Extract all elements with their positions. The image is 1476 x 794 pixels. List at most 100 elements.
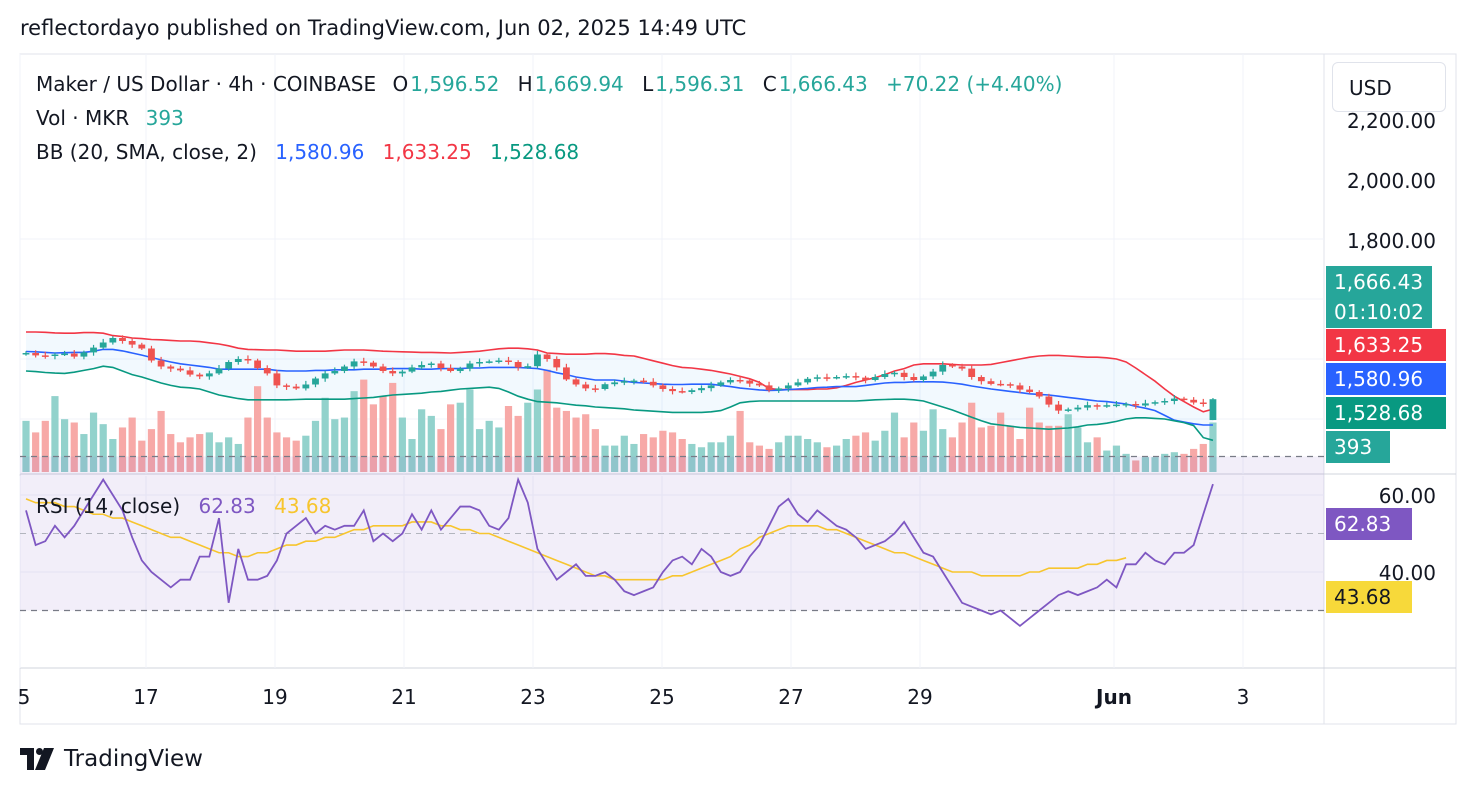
candle-body [717, 382, 725, 386]
candle-body [813, 377, 821, 379]
candle-body [891, 372, 898, 375]
candle-body [90, 347, 97, 353]
candle-body [746, 380, 754, 384]
candle-body [1084, 405, 1091, 408]
volume-bar [109, 439, 117, 472]
candle-body [398, 371, 406, 374]
volume-bar [350, 391, 358, 472]
volume-bar [1151, 457, 1159, 472]
volume-value: 393 [145, 106, 184, 130]
rsi-label[interactable]: RSI (14, close) [36, 494, 181, 518]
volume-bar [321, 397, 329, 472]
volume-bar [1141, 457, 1149, 472]
candle-body [302, 384, 310, 389]
volume-bar [852, 435, 860, 472]
tradingview-logo[interactable]: TradingView [20, 744, 203, 774]
volume-bar [408, 439, 416, 472]
volume-bar [495, 427, 503, 472]
candle-body [1064, 409, 1072, 411]
candle-body [659, 385, 667, 389]
candle-body [167, 366, 175, 369]
candle-body [505, 360, 512, 362]
price-axis-tick: 2,200.00 [1347, 109, 1436, 133]
candle-body [572, 379, 580, 385]
time-axis-label: 21 [391, 685, 416, 709]
candle-body [1055, 404, 1062, 411]
candle-body [418, 365, 426, 368]
candle-body [949, 365, 956, 367]
candle-body [109, 338, 117, 343]
low-value: 1,596.31 [655, 72, 745, 96]
candle-body [41, 355, 49, 357]
volume-bar [475, 429, 484, 472]
candle-body [80, 352, 88, 357]
volume-bar [1112, 445, 1121, 472]
volume-bar [1045, 425, 1053, 472]
volume-bar [466, 389, 474, 472]
volume-bar [746, 442, 754, 472]
volume-bar [977, 427, 985, 472]
volume-bar [1103, 450, 1111, 472]
candle-body [99, 342, 107, 348]
volume-bar [205, 432, 213, 472]
open-label: O [392, 72, 409, 96]
close-label: C [762, 72, 777, 96]
time-axis-label: 25 [649, 685, 674, 709]
currency-button[interactable]: USD [1332, 62, 1446, 112]
rsi-line [25, 476, 1214, 628]
candle-body [292, 386, 300, 389]
candle-body [794, 382, 802, 386]
candle-body [186, 370, 194, 375]
volume-bar [1199, 443, 1207, 472]
open-value: 1,596.52 [410, 72, 500, 96]
candle-body [997, 383, 1005, 386]
candle-body [939, 365, 947, 372]
volume-bar [630, 443, 638, 472]
volume-bar [273, 432, 281, 472]
volume-bar [697, 447, 706, 472]
candle-body [765, 385, 773, 391]
bb-basis-line [25, 348, 1213, 426]
candle-body [1132, 404, 1140, 406]
bb-fill [26, 332, 1213, 441]
candle-body [833, 377, 840, 379]
volume-bar [968, 402, 976, 472]
volume-bar [254, 386, 262, 472]
candle-body [61, 353, 68, 356]
candle-body [370, 362, 377, 367]
volume-bar [485, 420, 493, 472]
volume-legend: Vol · MKR 393 [36, 106, 186, 130]
candle-body [958, 366, 966, 369]
candle-body [775, 388, 783, 391]
candle-body [1170, 398, 1178, 401]
volume-bar [22, 420, 30, 472]
candle-body [1026, 389, 1033, 392]
candle-body [871, 377, 879, 380]
volume-bar [263, 417, 271, 472]
candle-body [920, 376, 927, 380]
candle-body [929, 371, 937, 377]
volume-bar [688, 443, 696, 472]
candle-body [1180, 398, 1188, 401]
volume-bar [1093, 437, 1101, 472]
last-price-tag: 1,666.43 01:10:02 [1326, 266, 1432, 328]
rsi-value: 62.83 [198, 494, 256, 518]
bb-upper-value: 1,633.25 [382, 140, 472, 164]
volume-bar [717, 442, 725, 472]
bb-label[interactable]: BB (20, SMA, close, 2) [36, 140, 257, 164]
candle-body [563, 367, 570, 380]
volume-bar [611, 445, 619, 472]
bb-legend: BB (20, SMA, close, 2) 1,580.96 1,633.25… [36, 140, 581, 164]
candle-body [678, 391, 686, 393]
time-axis-label: 27 [778, 685, 803, 709]
symbol-label[interactable]: Maker / US Dollar · 4h · COINBASE [36, 72, 377, 96]
volume-bar [794, 435, 802, 472]
candle-body [1093, 405, 1101, 407]
candle-body [263, 368, 271, 374]
rsi-axis-tick: 60.00 [1379, 484, 1436, 508]
candle-body [784, 385, 792, 389]
volume-bar [1170, 452, 1178, 472]
candle-body [466, 363, 474, 369]
volume-label[interactable]: Vol · MKR [36, 106, 130, 130]
